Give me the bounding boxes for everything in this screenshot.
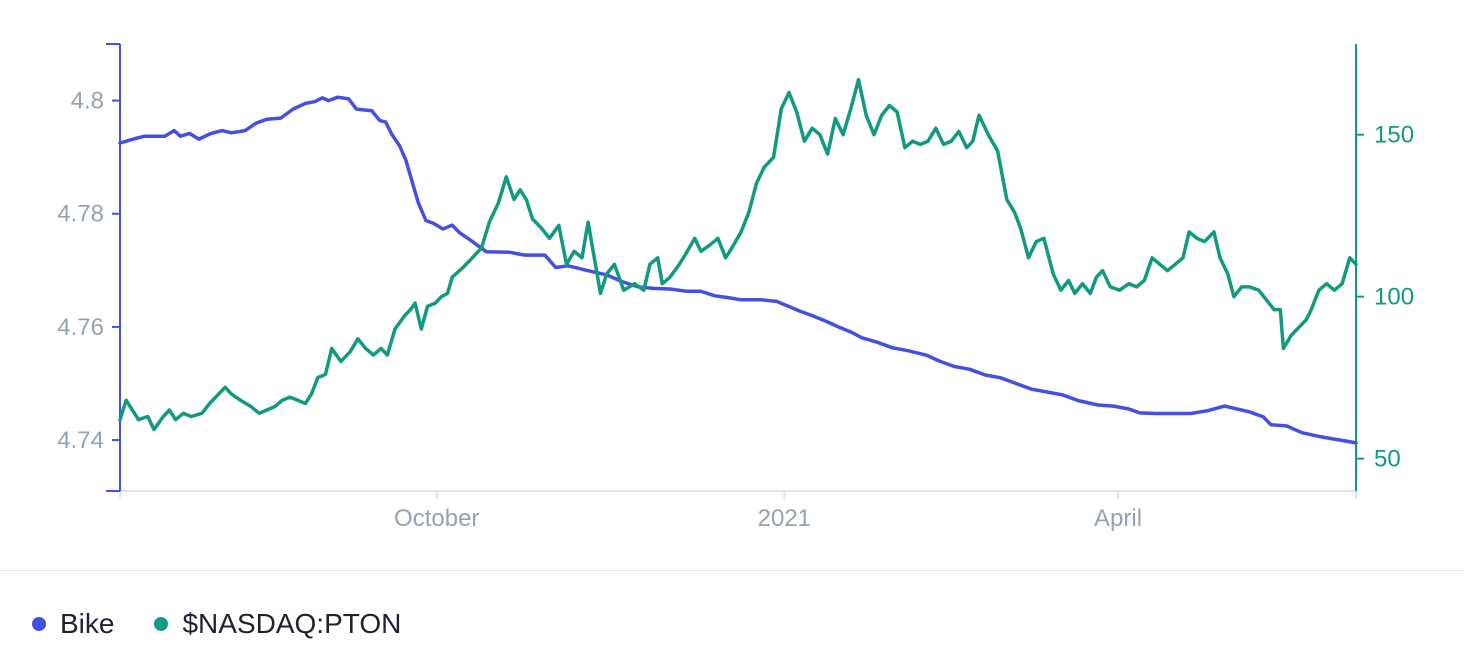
y-left-tick-label: 4.76: [57, 314, 104, 341]
y-left-tick-label: 4.74: [57, 427, 104, 454]
series-line-bike[interactable]: [118, 95, 1358, 445]
y-axis-left: 4.74 4.76 4.78 4.8: [57, 43, 121, 492]
legend-item-bike[interactable]: Bike: [32, 608, 114, 640]
y-right-tick-label: 100: [1374, 284, 1414, 311]
y-right-tick-label: 50: [1374, 446, 1401, 473]
x-axis: October 2021 April: [119, 490, 1357, 532]
series-layer: [118, 77, 1358, 445]
series-line-pton[interactable]: [118, 77, 1358, 432]
legend-dot-bike: [32, 617, 46, 631]
y-axis-right: 50 100 150: [1355, 44, 1414, 491]
legend: Bike $NASDAQ:PTON: [32, 600, 401, 648]
y-left-tick-label: 4.8: [71, 88, 104, 115]
legend-divider: [0, 570, 1464, 571]
y-left-tick-label: 4.78: [57, 201, 104, 228]
x-tick-label: 2021: [758, 505, 811, 532]
line-chart: October 2021 April 4.74 4.76 4.78 4.8 50 100 15…: [57, 43, 1414, 532]
legend-item-pton[interactable]: $NASDAQ:PTON: [154, 608, 401, 640]
legend-label-pton: $NASDAQ:PTON: [182, 608, 402, 639]
y-right-tick-label: 150: [1374, 122, 1414, 149]
x-tick-label: October: [394, 505, 479, 532]
x-tick-label: April: [1094, 505, 1142, 532]
legend-label-bike: Bike: [60, 608, 115, 639]
legend-dot-pton: [154, 617, 169, 631]
